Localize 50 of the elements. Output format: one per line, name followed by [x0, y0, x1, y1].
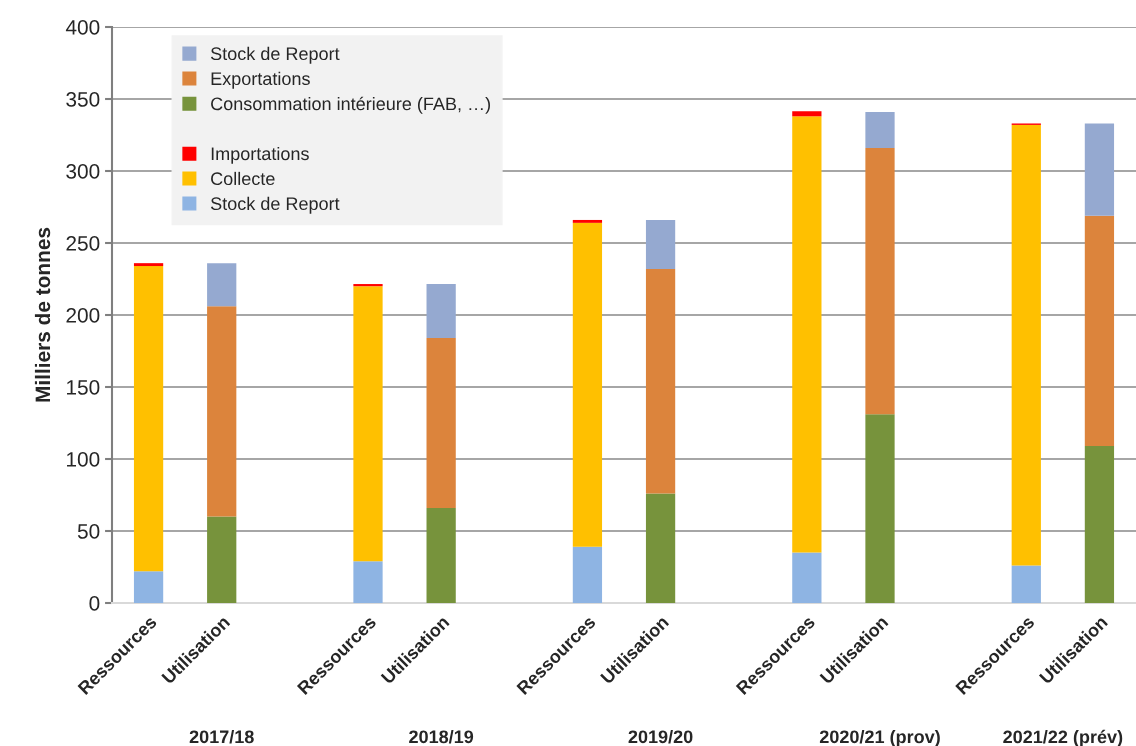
bar [645, 268, 676, 494]
bar [1084, 446, 1115, 603]
bar [865, 111, 895, 148]
legend-label: Importations [211, 146, 309, 164]
bar [207, 516, 237, 603]
legend-label: Exportations [211, 71, 310, 89]
y-tick-label: 250 [66, 236, 100, 251]
bar [207, 263, 237, 307]
bar [792, 116, 822, 553]
bar [1011, 565, 1041, 603]
bar [426, 338, 456, 508]
bar [1084, 123, 1115, 216]
y-tick-label: 0 [89, 596, 100, 611]
text: 2019/20 [628, 729, 693, 744]
bar [572, 222, 603, 547]
text: 2018/19 [409, 729, 474, 744]
y-tick-label: 100 [67, 452, 100, 467]
y-axis-title: Milliers de tonnes [34, 227, 51, 402]
bar [426, 507, 456, 603]
bar [865, 414, 895, 603]
bar [133, 266, 164, 572]
text: 2021/22 (prév) [1003, 729, 1123, 746]
bar [572, 546, 603, 603]
y-tick-label: 200 [66, 308, 100, 323]
bar [1011, 124, 1041, 566]
legend-label: Stock de Report [210, 196, 340, 214]
legend-label: Consommation intérieure (FAB, …) [211, 96, 490, 114]
bar [1084, 215, 1115, 447]
y-tick-label: 400 [65, 20, 100, 35]
text: 2020/21 (prov) [819, 729, 940, 746]
bar [645, 493, 676, 603]
text: 2017/18 [189, 729, 254, 744]
bar [353, 284, 383, 287]
bar [865, 147, 895, 415]
y-tick-label: 50 [77, 524, 100, 539]
bar [207, 306, 237, 517]
y-tick-label: 300 [66, 164, 100, 179]
bar [353, 286, 383, 562]
bar [353, 561, 383, 603]
legend-label: Stock de Report [210, 46, 340, 64]
y-tick-label: 150 [67, 380, 100, 395]
bar [133, 263, 164, 267]
bar [645, 219, 676, 269]
bar [792, 111, 822, 117]
bar [426, 284, 456, 339]
legend-label: Collecte [211, 171, 275, 186]
y-tick-label: 350 [66, 92, 100, 107]
bar [792, 552, 822, 603]
bar [572, 219, 603, 223]
bar [133, 571, 164, 603]
